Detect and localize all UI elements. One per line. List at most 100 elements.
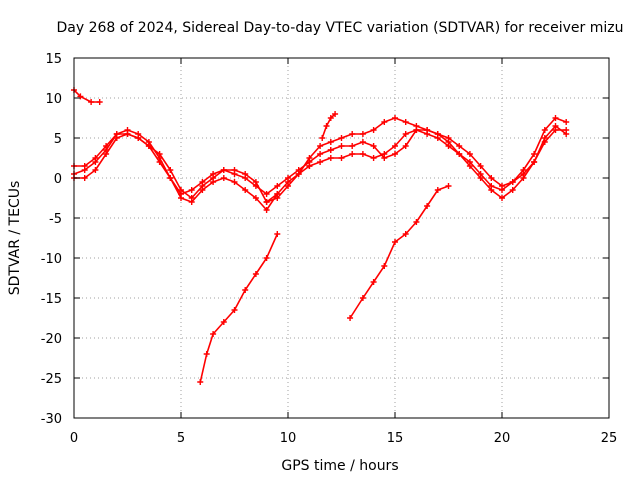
- data-point: [77, 93, 84, 100]
- data-point: [402, 231, 409, 237]
- data-point: [103, 151, 110, 157]
- data-point: [327, 147, 334, 153]
- data-point: [285, 183, 291, 189]
- data-point: [295, 171, 302, 177]
- data-point: [499, 195, 505, 201]
- data-point: [103, 143, 110, 149]
- data-point: [332, 111, 339, 117]
- data-point: [274, 231, 281, 237]
- data-point: [231, 307, 238, 313]
- data-point: [252, 271, 259, 277]
- data-point: [81, 163, 88, 169]
- data-point: [466, 163, 473, 169]
- data-point: [402, 143, 409, 149]
- data-point: [338, 155, 345, 161]
- data-point: [466, 151, 473, 157]
- data-point: [434, 131, 441, 137]
- data-point: [349, 143, 356, 149]
- data-point: [488, 175, 495, 181]
- data-point: [552, 115, 559, 121]
- data-point: [274, 183, 281, 189]
- y-tick-label: 5: [54, 132, 62, 147]
- data-point: [167, 167, 174, 173]
- data-point: [541, 135, 548, 141]
- data-point: [477, 163, 484, 169]
- data-point: [349, 151, 356, 157]
- data-point: [263, 199, 270, 205]
- series-arc-i: [197, 231, 281, 385]
- data-point: [359, 131, 366, 137]
- data-point: [381, 263, 388, 269]
- x-tick-label: 5: [177, 431, 185, 446]
- data-point: [531, 159, 538, 165]
- series-line: [73, 89, 101, 103]
- data-point: [327, 155, 334, 161]
- data-point: [359, 139, 366, 145]
- data-point: [242, 287, 249, 293]
- series-arc-e: [263, 115, 570, 205]
- axis-ticks: [73, 57, 610, 419]
- x-axis-title: GPS time / hours: [281, 458, 398, 474]
- data-point: [531, 151, 538, 157]
- data-point: [434, 187, 441, 193]
- data-point: [359, 151, 366, 157]
- data-point: [445, 183, 452, 189]
- x-tick-label: 20: [494, 431, 511, 446]
- y-tick-label: 15: [45, 52, 62, 67]
- data-point: [509, 179, 516, 185]
- data-point: [370, 279, 377, 285]
- data-point: [156, 159, 163, 165]
- data-point: [317, 159, 324, 165]
- y-tick-label: -25: [41, 372, 62, 387]
- data-point: [338, 143, 345, 149]
- plot-frame: [73, 57, 610, 419]
- data-point: [392, 151, 398, 157]
- data-point: [96, 99, 103, 105]
- y-tick-label: -20: [41, 332, 62, 347]
- data-point: [347, 315, 354, 321]
- data-point: [477, 175, 484, 181]
- data-point: [178, 187, 184, 193]
- data-point: [220, 167, 227, 173]
- data-point: [338, 135, 345, 141]
- grid: [74, 58, 609, 418]
- data-point: [306, 155, 313, 161]
- y-tick-label: -30: [41, 412, 62, 427]
- data-point: [424, 127, 431, 133]
- data-point: [92, 167, 99, 173]
- data-point: [317, 143, 324, 149]
- y-tick-labels: -30 -25 -20 -15 -10 -5 0 5 10 15: [41, 52, 62, 427]
- data-point: [88, 99, 95, 105]
- data-point: [231, 179, 238, 185]
- data-point: [242, 171, 249, 177]
- x-tick-labels: 0 5 10 15 20 25: [70, 431, 617, 446]
- y-tick-label: -15: [41, 292, 62, 307]
- data-point: [552, 123, 559, 129]
- data-point: [317, 151, 324, 157]
- data-point: [520, 175, 527, 181]
- series-line: [199, 233, 279, 383]
- data-point: [199, 187, 206, 193]
- data-point: [370, 127, 377, 133]
- y-tick-label: -5: [49, 212, 62, 227]
- data-point: [445, 139, 452, 145]
- data-point: [124, 131, 131, 137]
- data-point: [319, 135, 326, 141]
- data-point: [306, 163, 313, 169]
- data-point: [349, 131, 356, 137]
- series-line: [73, 133, 279, 211]
- data-point: [220, 175, 227, 181]
- data-point: [359, 295, 366, 301]
- data-point: [252, 195, 259, 201]
- data-point: [413, 127, 420, 133]
- data-point: [392, 115, 398, 121]
- chart-title: Day 268 of 2024, Sidereal Day-to-day VTE…: [57, 20, 624, 36]
- data-point: [488, 187, 495, 193]
- data-point: [178, 195, 184, 201]
- x-tick-label: 25: [601, 431, 618, 446]
- data-point: [274, 195, 281, 201]
- data-point: [381, 155, 388, 161]
- data-point: [509, 187, 516, 193]
- data-point: [135, 135, 142, 141]
